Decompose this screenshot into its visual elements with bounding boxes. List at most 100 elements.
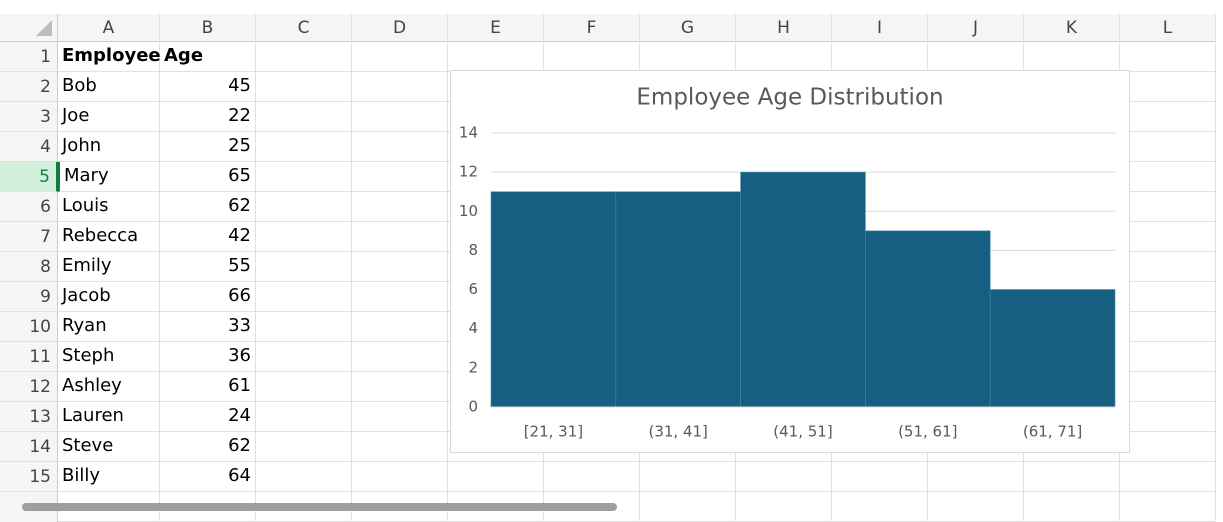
cell [352, 402, 448, 432]
scrollbar[interactable] [22, 503, 617, 511]
cell: 61 [160, 372, 256, 402]
cell [640, 42, 736, 72]
cell: 33 [160, 312, 256, 342]
cell [256, 462, 352, 492]
cell: Steve [58, 432, 160, 462]
cell [736, 492, 832, 522]
cell: Joe [58, 102, 160, 132]
row-header: 8 [0, 252, 58, 282]
cell: Employee [58, 42, 161, 72]
row-header: 5 [0, 162, 58, 192]
cell [1024, 492, 1120, 522]
cell [832, 42, 928, 72]
cell: Steph [58, 342, 160, 372]
row-header: 11 [0, 342, 58, 372]
cell [352, 372, 448, 402]
cell [448, 462, 544, 492]
x-tick-label: (41, 51] [773, 423, 832, 441]
cell: 42 [160, 222, 256, 252]
cell [1120, 132, 1216, 162]
cell: Billy [58, 462, 160, 492]
cell [1120, 372, 1216, 402]
column-header: H [736, 14, 832, 42]
cell: Jacob [58, 282, 160, 312]
cell [352, 132, 448, 162]
cell [736, 462, 832, 492]
row-header: 10 [0, 312, 58, 342]
select-all[interactable] [0, 14, 58, 42]
cell [352, 162, 448, 192]
cell [256, 312, 352, 342]
cell [256, 102, 352, 132]
row-header: 13 [0, 402, 58, 432]
x-tick-label: (31, 41] [648, 423, 707, 441]
column-header: C [256, 14, 352, 42]
cell: 66 [160, 282, 256, 312]
cell: Ryan [58, 312, 160, 342]
cell [640, 492, 736, 522]
column-header: L [1120, 14, 1216, 42]
row-header: 3 [0, 102, 58, 132]
cell: Mary [58, 162, 160, 192]
cell [1120, 162, 1216, 192]
y-tick-label: 4 [468, 319, 478, 337]
cell [256, 72, 352, 102]
cell [544, 462, 640, 492]
chart: Employee Age Distribution 0 2 4 6 8 10 12 14 [21… [450, 70, 1130, 453]
cell [352, 312, 448, 342]
cell [736, 42, 832, 72]
cell: John [58, 132, 160, 162]
bar [740, 171, 866, 408]
cell [832, 492, 928, 522]
cell [928, 492, 1024, 522]
bar [989, 289, 1116, 408]
cell [352, 342, 448, 372]
cell [1120, 222, 1216, 252]
cell: 55 [160, 252, 256, 282]
column-header: J [928, 14, 1024, 42]
column-header: E [448, 14, 544, 42]
cell: Bob [58, 72, 160, 102]
column-header: D [352, 14, 448, 42]
row-header: 2 [0, 72, 58, 102]
column-header: K [1024, 14, 1120, 42]
cell [544, 42, 640, 72]
cell [352, 192, 448, 222]
column-header: A [58, 14, 160, 42]
y-tick-label: 10 [459, 202, 478, 220]
cell: 65 [160, 162, 256, 192]
y-tick-label: 14 [459, 124, 478, 142]
row-header: 6 [0, 192, 58, 222]
cell [256, 42, 352, 72]
column-header: B [160, 14, 256, 42]
cell [256, 162, 352, 192]
row-header: 1 [0, 42, 58, 72]
cell: 25 [160, 132, 256, 162]
cell [928, 462, 1024, 492]
cell: Ashley [58, 372, 160, 402]
cell [1120, 462, 1216, 492]
cell: Rebecca [58, 222, 160, 252]
cell [352, 72, 448, 102]
cell [256, 252, 352, 282]
cell [256, 192, 352, 222]
row-header: 12 [0, 372, 58, 402]
cell: 62 [160, 192, 256, 222]
y-tick-label: 0 [468, 398, 478, 416]
cell: 64 [160, 462, 256, 492]
x-tick-label: [21, 31] [524, 423, 583, 441]
cell [1120, 282, 1216, 312]
cell: Lauren [58, 402, 160, 432]
cell [1120, 492, 1216, 522]
cell [256, 132, 352, 162]
cell [1120, 432, 1216, 462]
column-header: I [832, 14, 928, 42]
cell: Emily [58, 252, 160, 282]
row-header: 7 [0, 222, 58, 252]
cell [256, 372, 352, 402]
cell [256, 432, 352, 462]
cell [1120, 72, 1216, 102]
cell: 62 [160, 432, 256, 462]
cell [1120, 312, 1216, 342]
column-header: F [544, 14, 640, 42]
